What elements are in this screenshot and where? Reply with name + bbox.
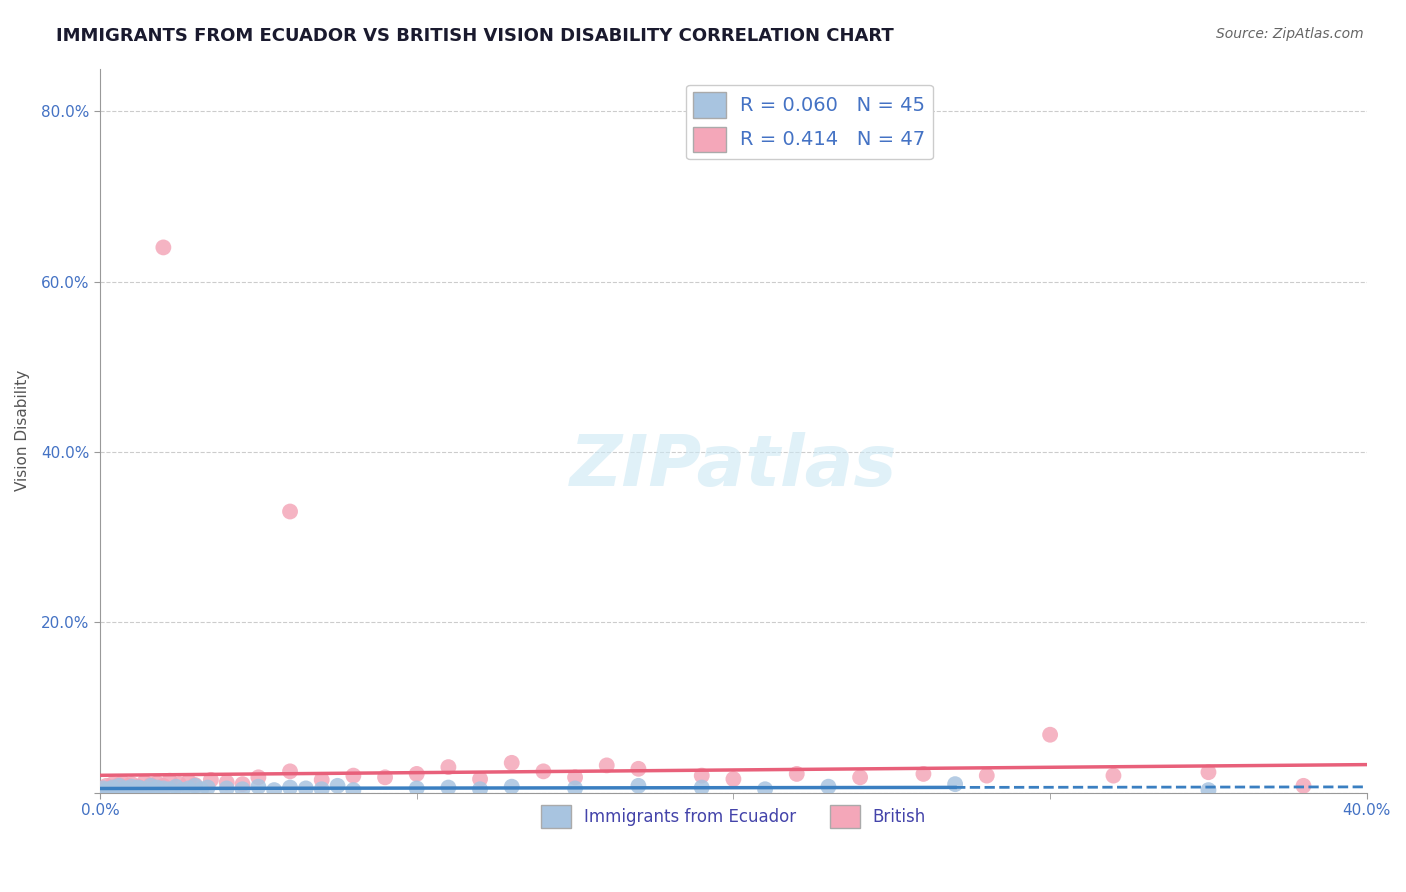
Point bbox=[405, 767, 427, 781]
Point bbox=[172, 783, 194, 797]
Point bbox=[326, 779, 349, 793]
Point bbox=[263, 783, 285, 797]
Point bbox=[596, 758, 619, 772]
Point bbox=[342, 783, 364, 797]
Point bbox=[215, 775, 238, 789]
Point bbox=[114, 781, 136, 796]
Point bbox=[501, 780, 523, 794]
Point bbox=[152, 779, 174, 793]
Point bbox=[690, 769, 713, 783]
Point bbox=[690, 780, 713, 795]
Point bbox=[190, 782, 212, 797]
Point bbox=[468, 772, 491, 786]
Point bbox=[117, 782, 139, 797]
Point bbox=[152, 781, 174, 796]
Point bbox=[564, 770, 586, 784]
Point bbox=[1102, 769, 1125, 783]
Point bbox=[146, 776, 169, 790]
Point bbox=[501, 756, 523, 770]
Point bbox=[200, 772, 222, 787]
Point bbox=[786, 767, 808, 781]
Point bbox=[111, 775, 134, 789]
Point bbox=[91, 781, 114, 796]
Point bbox=[405, 781, 427, 796]
Point bbox=[564, 781, 586, 796]
Point bbox=[121, 780, 143, 794]
Point bbox=[139, 779, 162, 793]
Point bbox=[247, 780, 270, 794]
Point bbox=[98, 780, 121, 795]
Point bbox=[127, 780, 149, 795]
Point bbox=[121, 777, 143, 791]
Point bbox=[152, 240, 174, 254]
Text: Source: ZipAtlas.com: Source: ZipAtlas.com bbox=[1216, 27, 1364, 41]
Point bbox=[96, 779, 118, 793]
Point bbox=[96, 783, 118, 797]
Point bbox=[177, 774, 200, 789]
Point bbox=[311, 772, 333, 787]
Point bbox=[114, 780, 136, 795]
Point bbox=[437, 760, 460, 774]
Point bbox=[278, 504, 301, 518]
Point bbox=[374, 770, 396, 784]
Point bbox=[104, 780, 127, 794]
Point bbox=[1198, 783, 1220, 797]
Point bbox=[912, 767, 935, 781]
Point bbox=[139, 778, 162, 792]
Point bbox=[197, 780, 219, 795]
Point bbox=[1198, 765, 1220, 780]
Point bbox=[127, 780, 149, 794]
Point bbox=[817, 780, 839, 794]
Point bbox=[311, 782, 333, 797]
Point bbox=[1292, 779, 1315, 793]
Point bbox=[108, 778, 131, 792]
Legend: Immigrants from Ecuador, British: Immigrants from Ecuador, British bbox=[534, 798, 932, 835]
Point bbox=[232, 782, 254, 797]
Point bbox=[295, 781, 318, 796]
Point bbox=[117, 779, 139, 793]
Point bbox=[943, 777, 966, 791]
Point bbox=[754, 782, 776, 797]
Point bbox=[124, 783, 146, 797]
Point bbox=[134, 775, 156, 789]
Point bbox=[627, 762, 650, 776]
Point bbox=[165, 780, 187, 794]
Point bbox=[177, 781, 200, 796]
Point bbox=[468, 782, 491, 797]
Point bbox=[247, 770, 270, 784]
Point bbox=[111, 783, 134, 797]
Point bbox=[215, 781, 238, 796]
Point bbox=[101, 780, 124, 795]
Point bbox=[342, 769, 364, 783]
Point bbox=[627, 779, 650, 793]
Point bbox=[232, 777, 254, 791]
Point bbox=[437, 780, 460, 795]
Point bbox=[849, 770, 872, 784]
Point bbox=[98, 782, 121, 797]
Point bbox=[167, 777, 190, 791]
Point bbox=[159, 782, 181, 797]
Y-axis label: Vision Disability: Vision Disability bbox=[15, 370, 30, 491]
Point bbox=[278, 764, 301, 779]
Point bbox=[101, 777, 124, 791]
Point bbox=[1039, 728, 1062, 742]
Point bbox=[723, 772, 745, 786]
Point bbox=[159, 773, 181, 788]
Point bbox=[976, 769, 998, 783]
Point bbox=[146, 780, 169, 795]
Point bbox=[278, 780, 301, 795]
Point bbox=[104, 784, 127, 798]
Text: IMMIGRANTS FROM ECUADOR VS BRITISH VISION DISABILITY CORRELATION CHART: IMMIGRANTS FROM ECUADOR VS BRITISH VISIO… bbox=[56, 27, 894, 45]
Point bbox=[184, 779, 207, 793]
Point bbox=[184, 778, 207, 792]
Point bbox=[136, 782, 159, 797]
Point bbox=[531, 764, 554, 779]
Text: ZIPatlas: ZIPatlas bbox=[569, 433, 897, 501]
Point bbox=[91, 781, 114, 796]
Point bbox=[108, 779, 131, 793]
Point bbox=[129, 781, 152, 796]
Point bbox=[142, 783, 165, 797]
